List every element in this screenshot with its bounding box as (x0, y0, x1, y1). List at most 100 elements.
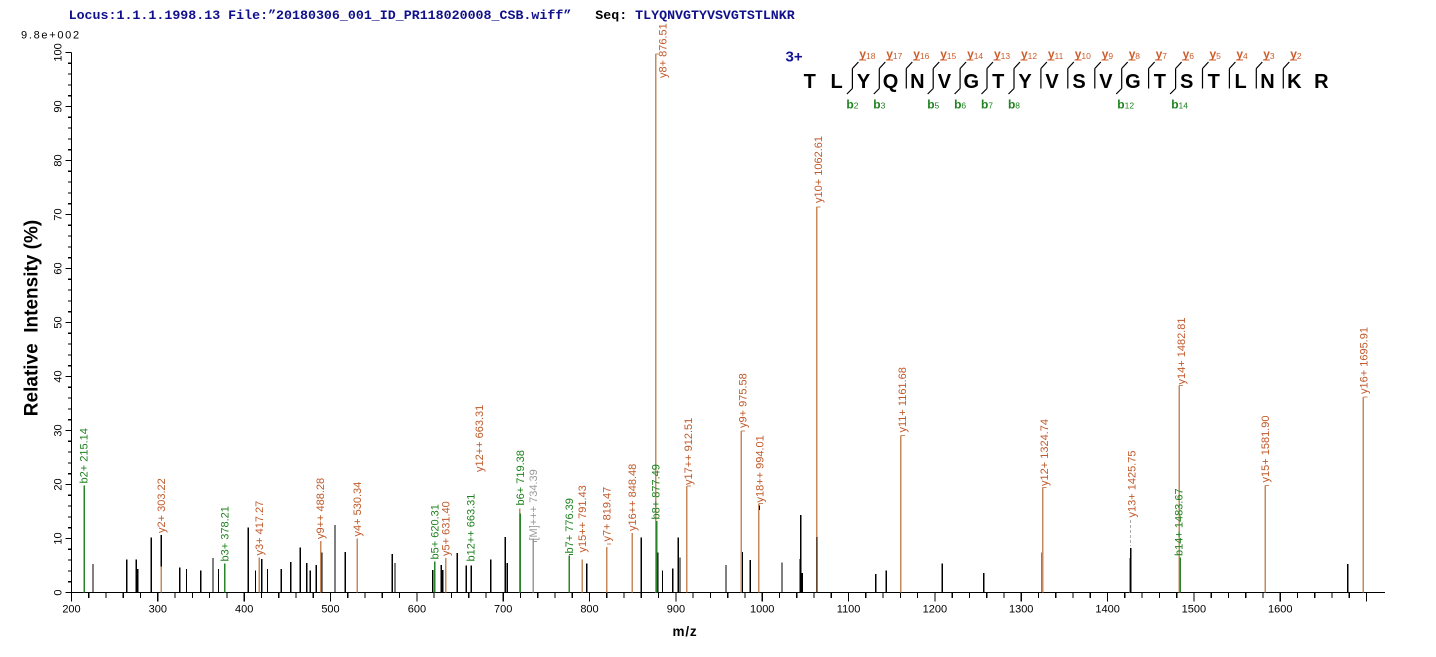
svg-text:y2+ 303.22: y2+ 303.22 (156, 478, 168, 533)
svg-text:11: 11 (1055, 51, 1064, 61)
svg-text:b: b (1171, 98, 1178, 112)
svg-text:y: y (1210, 47, 1217, 61)
svg-text:N: N (1260, 71, 1274, 93)
svg-text:5: 5 (935, 101, 940, 111)
svg-text:y3+ 417.27: y3+ 417.27 (254, 501, 266, 556)
svg-text:8: 8 (1135, 51, 1140, 61)
svg-text:2: 2 (854, 101, 859, 111)
svg-text:7: 7 (988, 101, 993, 111)
svg-text:b7+ 776.39: b7+ 776.39 (564, 498, 576, 553)
svg-text:300: 300 (149, 604, 167, 616)
svg-text:4: 4 (1243, 51, 1248, 61)
svg-text:b8+ 877.49: b8+ 877.49 (650, 464, 662, 519)
svg-text:y17++ 912.51: y17++ 912.51 (683, 418, 695, 485)
svg-text:14: 14 (1179, 101, 1189, 111)
svg-text:y16++ 848.48: y16++ 848.48 (627, 464, 639, 531)
svg-text:400: 400 (235, 604, 253, 616)
svg-text:500: 500 (321, 604, 339, 616)
svg-text:y: y (859, 47, 866, 61)
svg-text:y: y (913, 47, 920, 61)
svg-text:Q: Q (883, 71, 899, 93)
svg-text:V: V (938, 71, 952, 93)
svg-text:900: 900 (667, 604, 685, 616)
svg-text:0: 0 (53, 589, 65, 595)
svg-text:y: y (1075, 47, 1082, 61)
svg-text:Relative Intensity (%): Relative Intensity (%) (22, 220, 43, 416)
svg-text:T: T (1154, 71, 1166, 93)
svg-text:y: y (1048, 47, 1055, 61)
svg-text:50: 50 (53, 316, 65, 328)
svg-text:2: 2 (1297, 51, 1302, 61)
svg-text:b: b (846, 98, 853, 112)
svg-text:L: L (1234, 71, 1246, 93)
svg-text:6: 6 (961, 101, 966, 111)
svg-text:3: 3 (1270, 51, 1275, 61)
svg-text:70: 70 (53, 208, 65, 220)
svg-text:T: T (804, 71, 816, 93)
svg-text:m/z: m/z (673, 624, 698, 639)
svg-text:y9+ 975.58: y9+ 975.58 (737, 373, 749, 428)
svg-text:90: 90 (53, 100, 65, 112)
svg-text:y14+ 1482.81: y14+ 1482.81 (1176, 318, 1188, 385)
svg-text:17: 17 (893, 51, 903, 61)
svg-text:Y: Y (857, 71, 871, 93)
svg-text:y8+ 876.51: y8+ 876.51 (658, 23, 670, 78)
svg-text:T: T (1208, 71, 1220, 93)
svg-text:[M]+++ 734.39: [M]+++ 734.39 (528, 469, 540, 540)
svg-text:b: b (873, 98, 880, 112)
svg-text:y: y (1156, 47, 1163, 61)
svg-text:L: L (830, 71, 842, 93)
svg-text:T: T (992, 71, 1004, 93)
svg-text:y4+ 530.34: y4+ 530.34 (352, 482, 364, 537)
svg-text:y: y (1290, 47, 1297, 61)
svg-text:b14+ 1483.67: b14+ 1483.67 (1174, 488, 1186, 556)
svg-text:60: 60 (53, 262, 65, 274)
svg-text:b: b (954, 98, 961, 112)
svg-text:y: y (1129, 47, 1136, 61)
svg-text:G: G (1125, 71, 1141, 93)
svg-text:100: 100 (53, 43, 65, 61)
svg-text:b: b (1008, 98, 1015, 112)
svg-text:7: 7 (1162, 51, 1167, 61)
svg-text:1600: 1600 (1268, 604, 1292, 616)
svg-text:y15+ 1581.90: y15+ 1581.90 (1260, 416, 1272, 483)
svg-text:b5+ 620.31: b5+ 620.31 (430, 504, 442, 559)
svg-text:12: 12 (1125, 101, 1135, 111)
svg-text:y: y (1263, 47, 1270, 61)
svg-text:y10+ 1062.61: y10+ 1062.61 (813, 136, 825, 203)
svg-text:y: y (967, 47, 974, 61)
svg-text:y7+ 819.47: y7+ 819.47 (601, 487, 613, 542)
svg-text:3+: 3+ (786, 49, 803, 66)
svg-text:700: 700 (494, 604, 512, 616)
svg-text:b: b (981, 98, 988, 112)
svg-text:y11+ 1161.68: y11+ 1161.68 (897, 367, 909, 432)
svg-text:y: y (940, 47, 947, 61)
svg-text:6: 6 (1189, 51, 1194, 61)
svg-text:8: 8 (1015, 101, 1020, 111)
svg-text:80: 80 (53, 154, 65, 166)
svg-text:y9++ 488.28: y9++ 488.28 (315, 478, 327, 539)
svg-text:800: 800 (580, 604, 598, 616)
svg-text:10: 10 (53, 532, 65, 544)
svg-text:y5+ 631.40: y5+ 631.40 (441, 501, 453, 556)
svg-text:S: S (1072, 71, 1085, 93)
svg-text:5: 5 (1216, 51, 1221, 61)
svg-text:y16+ 1695.91: y16+ 1695.91 (1358, 327, 1370, 394)
svg-text:1100: 1100 (837, 604, 861, 616)
svg-text:16: 16 (920, 51, 930, 61)
svg-text:y: y (1183, 47, 1190, 61)
svg-text:b3+ 378.21: b3+ 378.21 (220, 506, 232, 561)
svg-text:S: S (1180, 71, 1193, 93)
svg-text:40: 40 (53, 370, 65, 382)
svg-text:N: N (910, 71, 924, 93)
svg-text:y: y (1236, 47, 1243, 61)
svg-text:y: y (994, 47, 1001, 61)
svg-text:1000: 1000 (750, 604, 774, 616)
svg-text:1300: 1300 (1009, 604, 1033, 616)
svg-text:10: 10 (1081, 51, 1091, 61)
svg-text:V: V (1099, 71, 1113, 93)
svg-text:30: 30 (53, 424, 65, 436)
svg-text:18: 18 (866, 51, 876, 61)
svg-text:13: 13 (1001, 51, 1011, 61)
svg-text:b6+ 719.38: b6+ 719.38 (515, 450, 527, 505)
